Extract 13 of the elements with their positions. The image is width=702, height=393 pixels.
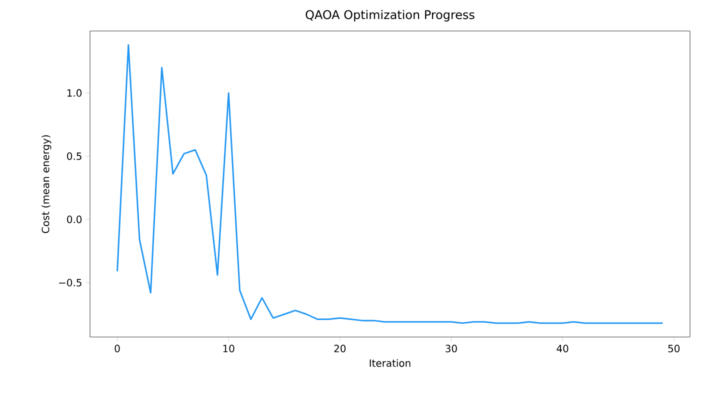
y-tick-label: 1.0: [67, 89, 82, 97]
x-tick-label: 30: [446, 344, 457, 352]
y-tick-label: 0.5: [67, 152, 82, 160]
x-tick-label: 20: [334, 344, 346, 352]
y-tick-label: −0.5: [59, 278, 82, 286]
chart-title: QAOA Optimization Progress: [306, 10, 474, 22]
x-tick-label: 40: [556, 344, 568, 352]
y-tick-label: 0.0: [67, 216, 82, 224]
x-tick-label: 0: [114, 344, 120, 352]
x-tick-label: 10: [223, 344, 234, 352]
y-axis-title: Cost (mean energy): [42, 135, 52, 234]
x-tick-label: 50: [668, 344, 680, 352]
x-axis-title: Iteration: [370, 359, 410, 367]
